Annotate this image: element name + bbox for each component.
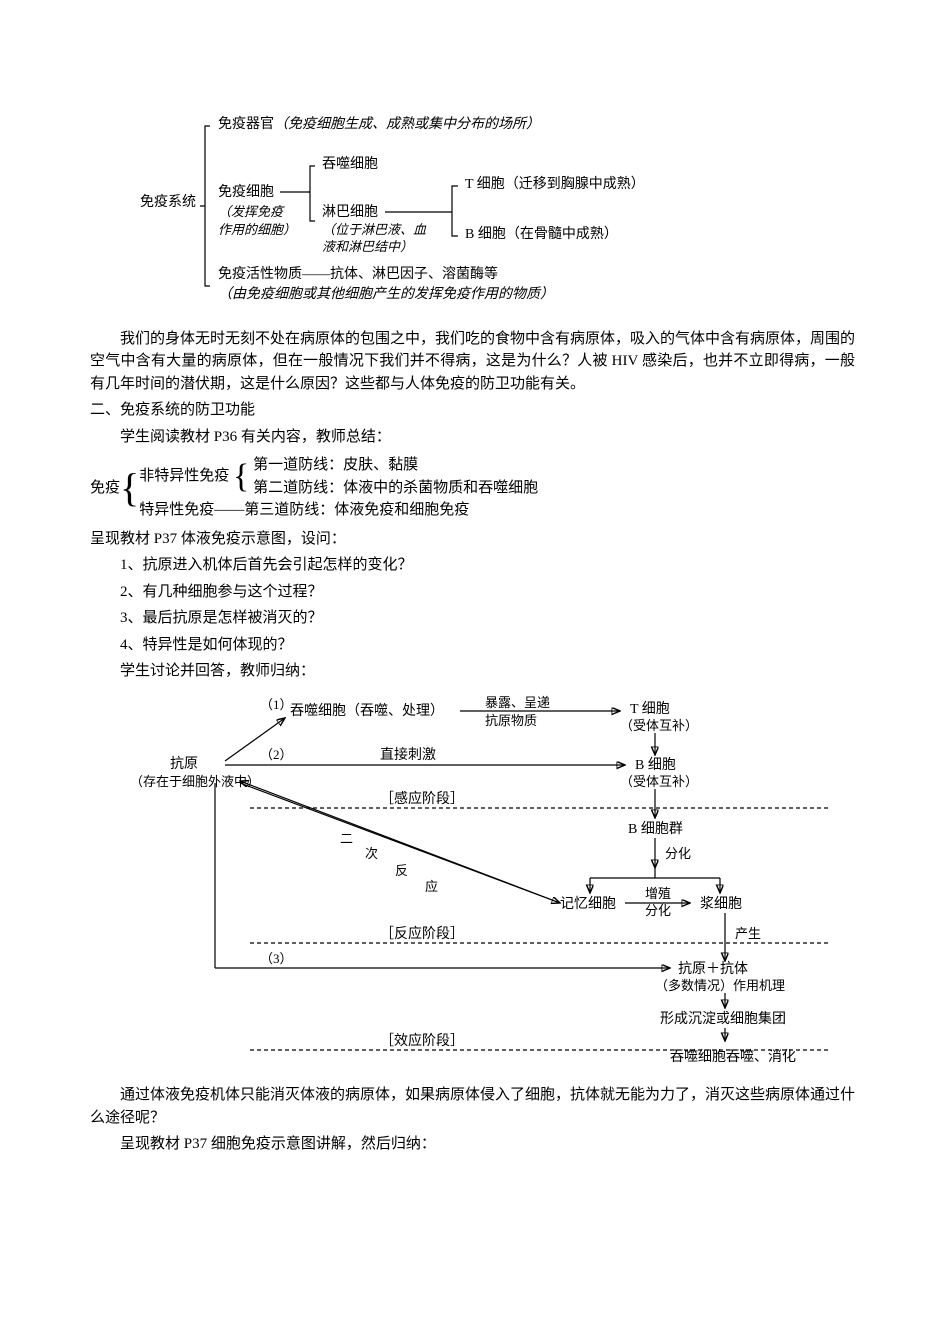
immune-system-svg: 免疫系统 免疫器官（免疫细胞生成、成熟或集中分布的场所） 免疫细胞 （发挥免疫 … [140,106,780,306]
f-stage2: ［反应阶段］ [380,925,464,942]
f-prolif2: 分化 [645,903,671,918]
diagram-humoral-immunity: 抗原 （存在于细胞外液中） （1） 吞噬细胞（吞噬、处理） 暴露、呈递 抗原物质… [130,693,855,1071]
f-clump: 形成沉淀或细胞集团 [660,1010,786,1027]
f-s3: 反 [395,863,408,878]
para-1: 我们的身体无时无刻不处在病原体的包围之中，我们吃的食物中含有病原体，吸入的气体中… [90,328,855,396]
page: 免疫系统 免疫器官（免疫细胞生成、成熟或集中分布的场所） 免疫细胞 （发挥免疫 … [0,0,945,1220]
f-tun: 吞噬细胞（吞噬、处理） [290,703,444,719]
def-a-label: 非特异性免疫 [139,468,229,484]
d1-c2-label: 淋巴细胞 [322,204,378,220]
d1-b2-label: 免疫细胞 [218,184,274,200]
para-3: 呈现教材 P37 细胞免疫示意图讲解，然后归纳： [90,1133,855,1156]
f-antigen: 抗原 [170,756,198,772]
def-b: 特异性免疫——第三道防线：体液免疫和细胞免疫 [139,499,538,522]
d1-b3-label: 免疫活性物质——抗体、淋巴因子、溶菌酶等 [218,265,498,282]
section2-title: 二、免疫系统的防卫功能 [90,399,855,422]
d1-b2-note1: （发挥免疫 [218,204,285,219]
q3: 3、最后抗原是怎样被消灭的？ [120,607,855,630]
f-stage3: ［效应阶段］ [380,1032,464,1049]
f-expose2: 抗原物质 [485,713,537,728]
humoral-svg: 抗原 （存在于细胞外液中） （1） 吞噬细胞（吞噬、处理） 暴露、呈递 抗原物质… [130,693,850,1063]
d1-root: 免疫系统 [140,194,196,210]
f-memory: 记忆细胞 [560,896,616,912]
def-root: 免疫 [90,477,120,500]
brace-icon-2: { [233,462,249,492]
f-produce: 产生 [735,926,761,941]
p37-line: 呈现教材 P37 体液免疫示意图，设问： [90,528,855,551]
d1-b2-note2: 作用的细胞） [218,222,296,237]
f-n3: （3） [260,951,293,966]
d1-d2: B 细胞（在骨髓中成熟） [465,226,618,242]
f-tcell-note: （受体互补） [620,718,698,733]
d1-d1: T 细胞（迁移到胸腺中成熟） [465,176,645,192]
diagram-immune-system: 免疫系统 免疫器官（免疫细胞生成、成熟或集中分布的场所） 免疫细胞 （发挥免疫 … [140,106,855,314]
f-bcell: B 细胞 [635,757,676,773]
para-2: 通过体液免疫机体只能消灭体液的病原体，如果病原体侵入了细胞，抗体就无能为力了，消… [90,1084,855,1129]
f-s1: 二 [340,831,353,846]
d1-c1: 吞噬细胞 [322,156,378,172]
f-tcell: T 细胞 [630,701,670,717]
diagram-defense: 免疫 { 非特异性免疫 { 第一道防线：皮肤、黏膜 第二道防线：体液中的杀菌物质… [90,454,855,522]
d1-b1-note: （免疫细胞生成、成熟或集中分布的场所） [274,116,540,132]
q4: 4、特异性是如何体现的？ [120,634,855,657]
f-digest: 吞噬细胞吞噬、消化 [670,1049,796,1063]
d1-c2-n2: 液和淋巴结中） [322,239,413,254]
f-fenhua: 分化 [665,846,691,861]
svg-text:免疫器官（免疫细胞生成、成熟或集中分布的场所）: 免疫器官（免疫细胞生成、成熟或集中分布的场所） [218,116,540,132]
f-n1: （1） [260,697,293,712]
f-bgroup: B 细胞群 [628,821,683,837]
f-bcell-note: （受体互补） [620,774,698,789]
f-mech: （多数情况）作用机理 [655,978,785,993]
q-tail: 学生讨论并回答，教师归纳： [120,660,855,683]
q1: 1、抗原进入机体后首先会引起怎样的变化？ [120,554,855,577]
d1-c2-n1: （位于淋巴液、血 [322,222,427,237]
bracket-main [200,126,210,286]
def-l2: 第二道防线：体液中的杀菌物质和吞噬细胞 [253,477,538,500]
def-l1: 第一道防线：皮肤、黏膜 [253,454,538,477]
q2: 2、有几种细胞参与这个过程？ [120,581,855,604]
f-expose: 暴露、呈递 [485,695,550,710]
d1-b1-label: 免疫器官 [218,116,274,132]
f-prolif1: 增殖 [645,886,671,901]
d1-b3-note: （由免疫细胞或其他细胞产生的发挥免疫作用的物质） [218,286,554,302]
f-s2: 次 [365,846,378,861]
f-stage1: ［感应阶段］ [380,790,464,807]
f-direct: 直接刺激 [380,746,436,763]
f-antibody: 抗原＋抗体 [678,961,748,977]
section2-intro: 学生阅读教材 P36 有关内容，教师总结： [120,426,855,449]
f-plasma: 浆细胞 [700,896,742,912]
f-s4: 应 [425,879,438,894]
brace-icon: { [120,469,139,507]
f-n2: （2） [260,747,293,762]
